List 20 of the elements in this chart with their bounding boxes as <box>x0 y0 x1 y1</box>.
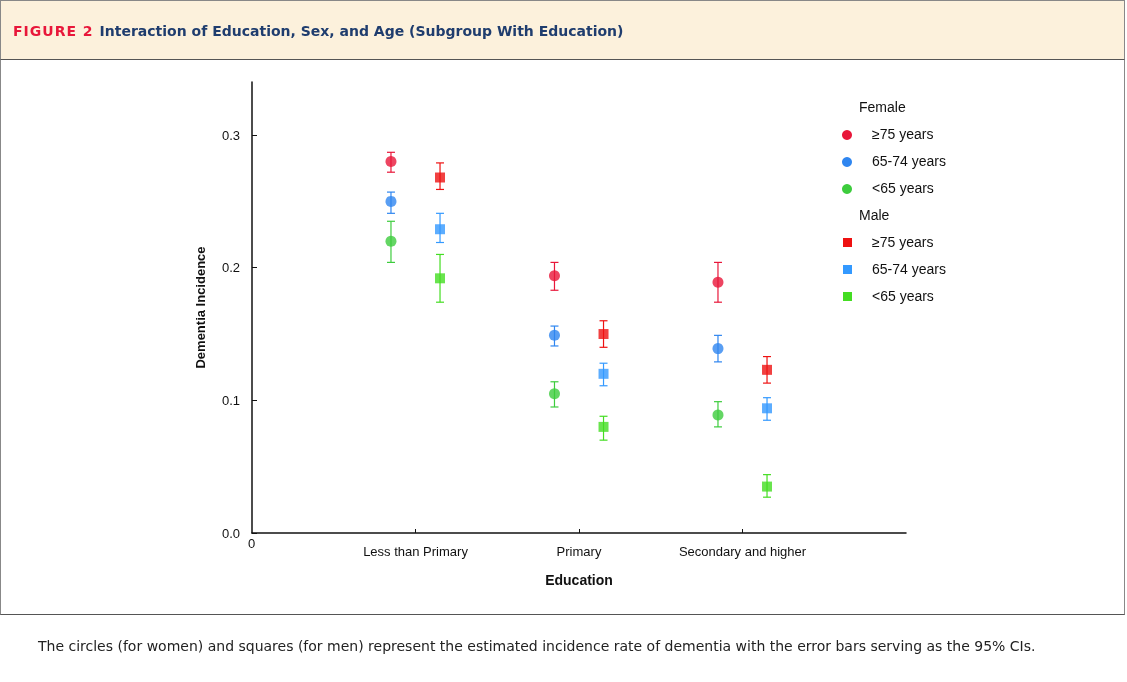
legend-label: 65-74 years <box>872 153 946 169</box>
annotation: Female <box>859 99 906 115</box>
y-tick-label: 0.1 <box>221 392 240 408</box>
legend-label: <65 years <box>872 288 934 304</box>
x-tick-label: Less than Primary <box>363 544 469 559</box>
x-tick-label: Primary <box>556 544 602 559</box>
legend-label: 65-74 years <box>872 261 946 277</box>
annotation: Male <box>859 207 890 223</box>
x-tick-label: Secondary and higher <box>678 544 807 559</box>
y-tick-label: 0.3 <box>221 127 240 143</box>
y-axis-title: Dementia Incidence <box>193 246 208 369</box>
y-tick-label: 0.0 <box>221 525 240 541</box>
legend-label: ≥75 years <box>872 234 934 250</box>
y-tick-label: 0.2 <box>221 260 240 276</box>
x-axis-title: Education <box>545 572 613 588</box>
legend-label: <65 years <box>872 180 934 196</box>
text: The circles (for women) and squares (for men) represent the estimated incidence rate of dementia with the error bars serving as the 95% CIs. <box>38 638 1036 654</box>
text: 0 <box>248 536 256 551</box>
chart-title: FIGURE 2 Interaction of Education, Sex, and Age (Subgroup With Education) <box>0 0 1125 60</box>
legend-label: ≥75 years <box>872 126 934 142</box>
